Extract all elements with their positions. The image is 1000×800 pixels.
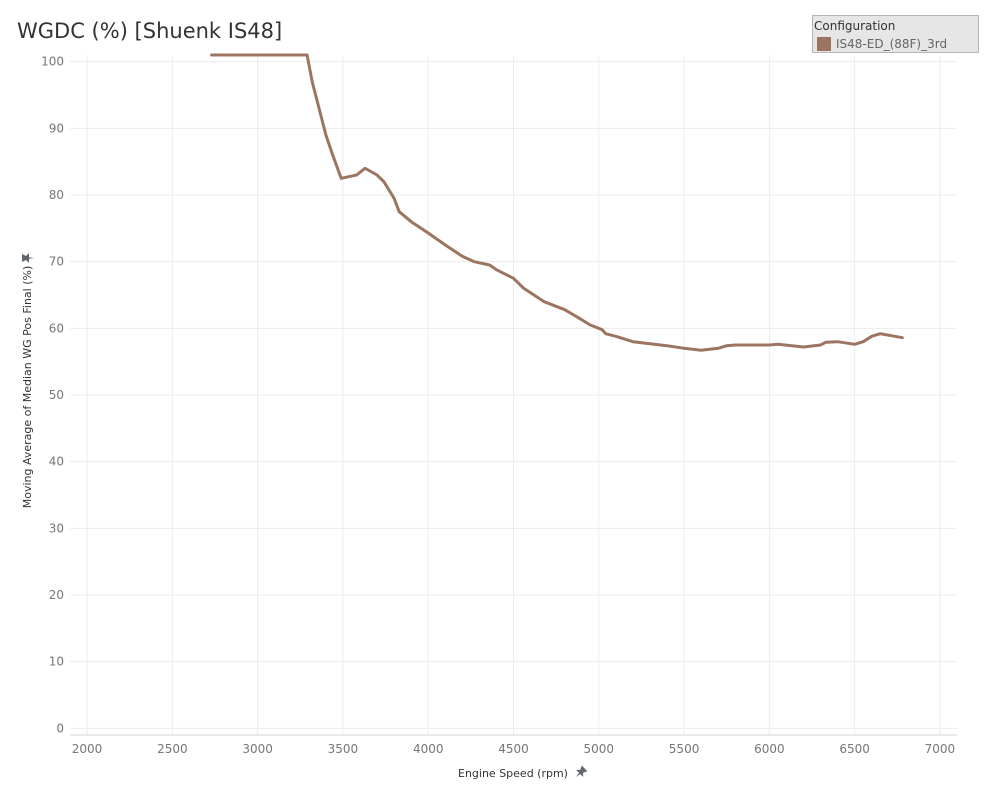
y-tick-label: 10 [49, 655, 64, 669]
x-tick-label: 5000 [584, 742, 615, 756]
x-tick-label: 2500 [157, 742, 188, 756]
y-tick-label: 100 [41, 55, 64, 69]
legend-item[interactable]: IS48-ED_(88F)_3rd [817, 37, 947, 51]
y-tick-label: 20 [49, 588, 64, 602]
x-axis-pin-icon[interactable] [573, 765, 589, 781]
x-tick-labels: 2000 2500 3000 3500 4000 4500 5000 5500 6000 6500… [72, 742, 955, 756]
x-tick-label: 6000 [754, 742, 785, 756]
legend-swatch [817, 37, 831, 51]
x-axis-title: Engine Speed (rpm) [458, 767, 568, 780]
x-tick-label: 4500 [498, 742, 529, 756]
y-tick-label: 90 [49, 121, 64, 135]
series-line[interactable] [210, 53, 904, 352]
y-axis-pin-icon[interactable] [22, 253, 34, 263]
legend-label: IS48-ED_(88F)_3rd [836, 37, 948, 51]
series-lines [210, 53, 904, 352]
y-tick-label: 30 [49, 521, 64, 535]
y-tick-label: 0 [56, 721, 64, 735]
x-tick-label: 4000 [413, 742, 444, 756]
y-tick-label: 50 [49, 388, 64, 402]
y-tick-label: 80 [49, 188, 64, 202]
x-tick-label: 3000 [242, 742, 273, 756]
gridlines [70, 55, 957, 736]
legend-title: Configuration [814, 19, 896, 33]
x-tick-label: 5500 [669, 742, 700, 756]
x-tick-label: 6500 [839, 742, 870, 756]
x-tick-label: 3500 [328, 742, 359, 756]
y-tick-label: 40 [49, 455, 64, 469]
chart-title: WGDC (%) [Shuenk IS48] [17, 19, 283, 43]
y-axis-title: Moving Average of Median WG Pos Final (%… [21, 266, 34, 509]
y-tick-label: 60 [49, 321, 64, 335]
y-tick-labels: 0 10 20 30 40 50 60 70 80 90 100 [41, 55, 64, 736]
y-tick-label: 70 [49, 255, 64, 269]
x-tick-label: 7000 [925, 742, 956, 756]
x-tick-label: 2000 [72, 742, 103, 756]
legend[interactable]: Configuration IS48-ED_(88F)_3rd [812, 15, 979, 53]
